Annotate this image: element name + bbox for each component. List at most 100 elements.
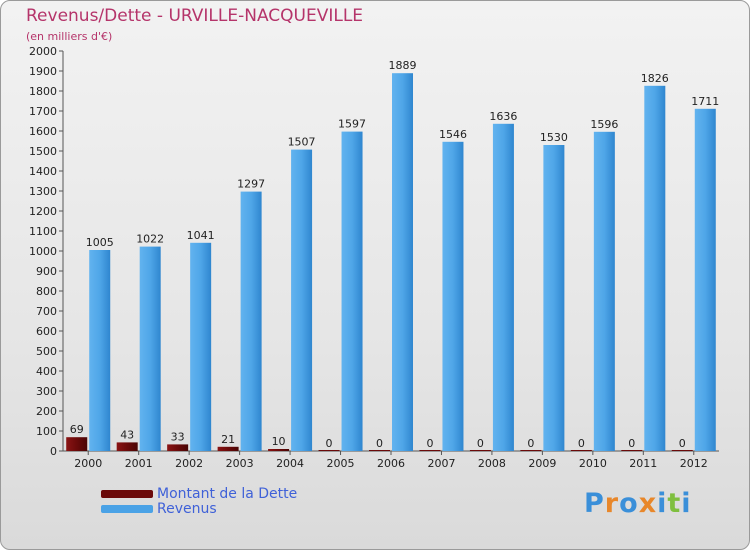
y-tick-label: 300	[36, 385, 57, 398]
x-tick-label: 2010	[579, 457, 607, 470]
bar-dette	[217, 446, 239, 451]
bar-revenus	[644, 85, 666, 452]
label-dette: 0	[578, 437, 585, 450]
x-tick-label: 2003	[226, 457, 254, 470]
bar-revenus	[593, 131, 615, 452]
y-tick-label: 1200	[29, 205, 57, 218]
label-revenus: 1889	[389, 59, 417, 72]
y-tick-label: 1800	[29, 85, 57, 98]
label-dette: 0	[477, 437, 484, 450]
bar-revenus	[492, 123, 514, 452]
label-dette: 0	[628, 437, 635, 450]
x-tick-label: 2002	[175, 457, 203, 470]
bar-revenus	[694, 108, 716, 452]
label-dette: 43	[120, 428, 134, 441]
y-tick-label: 1100	[29, 225, 57, 238]
label-dette: 10	[272, 435, 286, 448]
bar-revenus	[341, 131, 363, 451]
bar-dette	[469, 450, 491, 451]
bar-revenus	[392, 73, 413, 451]
label-dette: 0	[527, 437, 534, 450]
label-revenus: 1041	[187, 229, 215, 242]
bar-dette	[116, 442, 138, 451]
x-tick-label: 2011	[629, 457, 657, 470]
x-tick-label: 2012	[680, 457, 708, 470]
logo-letter: x	[638, 488, 658, 519]
label-dette: 0	[376, 437, 383, 450]
label-revenus: 1530	[540, 131, 568, 144]
label-dette: 0	[679, 437, 686, 450]
y-tick-label: 900	[36, 265, 57, 278]
label-revenus: 1826	[641, 72, 669, 85]
bar-dette	[671, 450, 693, 451]
label-revenus: 1005	[86, 236, 114, 249]
bar-revenus	[89, 250, 111, 451]
logo-letter: o	[619, 488, 639, 519]
x-tick-label: 2004	[276, 457, 304, 470]
bar-revenus	[543, 145, 565, 451]
bar-revenus	[240, 191, 262, 451]
label-dette: 33	[171, 430, 185, 443]
legend-label-revenus: Revenus	[157, 501, 217, 517]
label-dette: 21	[221, 433, 235, 446]
legend-swatch-revenus	[101, 505, 153, 513]
y-tick-label: 700	[36, 305, 57, 318]
label-revenus: 1597	[338, 118, 366, 131]
logo-letter: i	[681, 488, 692, 519]
y-tick-label: 1500	[29, 145, 57, 158]
bar-dette	[318, 450, 340, 451]
y-tick-label: 1400	[29, 165, 57, 178]
proxiti-logo: Proxiti	[584, 488, 692, 519]
bar-dette	[167, 444, 189, 451]
label-revenus: 1507	[288, 136, 316, 149]
y-tick-label: 800	[36, 285, 57, 298]
x-tick-label: 2006	[377, 457, 405, 470]
label-revenus: 1546	[439, 128, 467, 141]
logo-letter: i	[657, 488, 668, 519]
y-tick-label: 600	[36, 325, 57, 338]
y-tick-label: 400	[36, 365, 57, 378]
bar-dette	[621, 450, 643, 451]
chart-subtitle: (en milliers d'€)	[26, 30, 113, 43]
legend-swatch-dette	[101, 490, 153, 498]
bar-revenus	[190, 242, 212, 451]
logo-letter: P	[584, 488, 605, 519]
x-tick-label: 2001	[125, 457, 153, 470]
y-tick-label: 1900	[29, 65, 57, 78]
bar-dette	[520, 450, 542, 451]
y-tick-label: 200	[36, 405, 57, 418]
label-revenus: 1636	[489, 110, 517, 123]
label-dette: 0	[326, 437, 333, 450]
bar-dette	[66, 437, 88, 451]
label-dette: 69	[70, 423, 84, 436]
label-revenus: 1711	[691, 95, 719, 108]
y-tick-label: 1700	[29, 105, 57, 118]
y-tick-label: 1000	[29, 245, 57, 258]
label-revenus: 1022	[136, 233, 164, 246]
label-dette: 0	[426, 437, 433, 450]
label-revenus: 1596	[590, 118, 618, 131]
bar-dette	[268, 449, 290, 451]
chart-title: Revenus/Dette - URVILLE-NACQUEVILLE	[26, 6, 364, 26]
x-tick-label: 2009	[528, 457, 556, 470]
x-tick-label: 2008	[478, 457, 506, 470]
bar-dette	[570, 450, 592, 451]
y-tick-label: 500	[36, 345, 57, 358]
x-tick-label: 2007	[427, 457, 455, 470]
y-tick-label: 1300	[29, 185, 57, 198]
bar-revenus	[442, 141, 464, 452]
bar-revenus	[291, 149, 313, 451]
legend-label-dette: Montant de la Dette	[157, 486, 298, 502]
logo-letter: r	[604, 488, 620, 519]
y-tick-label: 2000	[29, 45, 57, 58]
bar-dette	[419, 450, 441, 451]
y-tick-label: 100	[36, 425, 57, 438]
x-tick-label: 2000	[74, 457, 102, 470]
y-tick-label: 0	[50, 445, 57, 458]
bar-revenus	[139, 246, 161, 451]
x-tick-label: 2005	[327, 457, 355, 470]
label-revenus: 1297	[237, 178, 265, 191]
logo-letter: t	[667, 488, 682, 519]
